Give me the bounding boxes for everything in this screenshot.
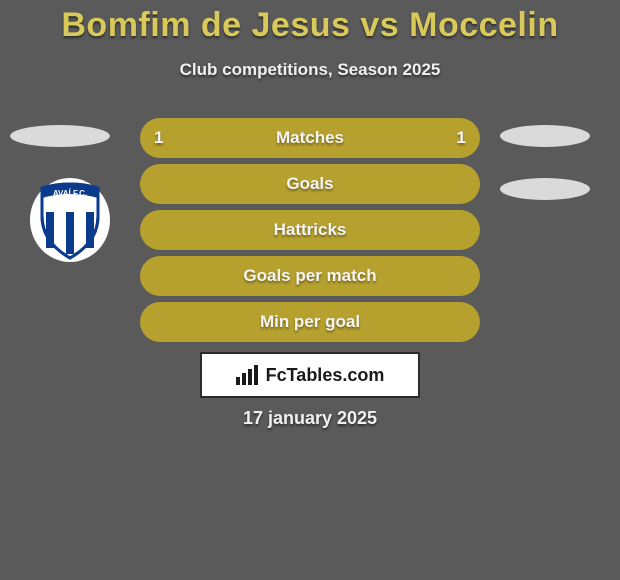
subtitle: Club competitions, Season 2025	[0, 60, 620, 80]
stat-bars: 1 Matches 1 Goals Hattricks Goals per ma…	[140, 118, 480, 348]
svg-text:AVAÍ F.C.: AVAÍ F.C.	[53, 189, 87, 198]
player-right-placeholder	[500, 125, 590, 147]
bar-value-right: 1	[443, 118, 480, 158]
bar-hattricks: Hattricks	[140, 210, 480, 250]
club-left-badge: AVAÍ F.C.	[30, 178, 110, 263]
bar-label: Min per goal	[140, 302, 480, 342]
club-right-placeholder	[500, 178, 590, 200]
bars-icon	[236, 365, 260, 385]
bar-label: Hattricks	[140, 210, 480, 250]
avai-shield-icon: AVAÍ F.C.	[30, 178, 110, 263]
bar-label: Matches	[140, 118, 480, 158]
player-left-placeholder	[10, 125, 110, 147]
bar-goals-per-match: Goals per match	[140, 256, 480, 296]
bar-label: Goals per match	[140, 256, 480, 296]
date-text: 17 january 2025	[0, 408, 620, 429]
bar-value-right	[452, 210, 480, 250]
bar-matches: 1 Matches 1	[140, 118, 480, 158]
watermark: FcTables.com	[200, 352, 420, 398]
bar-value-right	[452, 302, 480, 342]
bar-min-per-goal: Min per goal	[140, 302, 480, 342]
page-title: Bomfim de Jesus vs Moccelin	[0, 6, 620, 45]
bar-label: Goals	[140, 164, 480, 204]
bar-value-right	[452, 164, 480, 204]
bar-goals: Goals	[140, 164, 480, 204]
bar-value-right	[452, 256, 480, 296]
watermark-text: FcTables.com	[266, 365, 385, 386]
